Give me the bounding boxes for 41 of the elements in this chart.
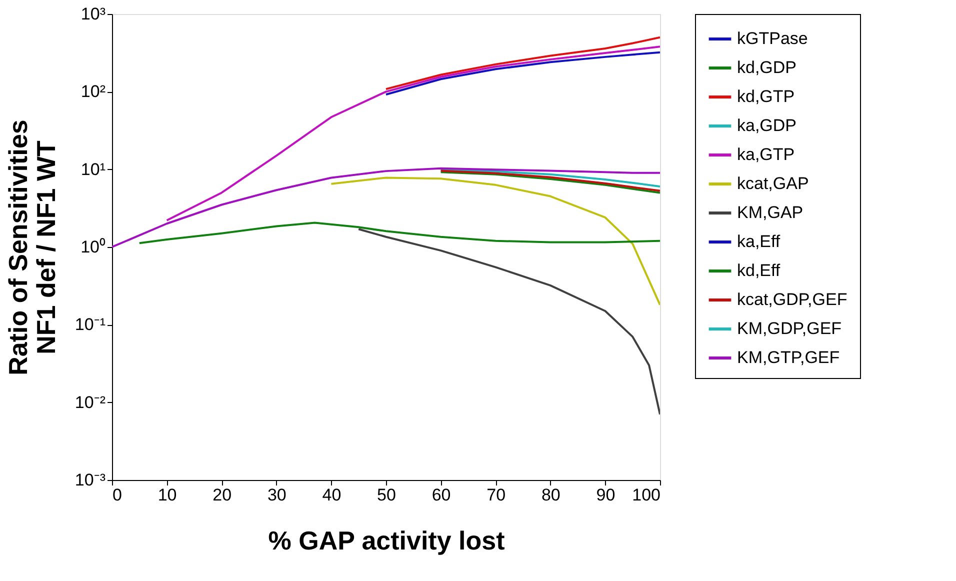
x-tick-label: 0 <box>112 486 122 504</box>
legend-label: kd,GDP <box>737 58 797 77</box>
line-series <box>112 167 660 248</box>
legend-label: kd,Eff <box>737 261 780 280</box>
y-tick-label: 10¹ <box>80 160 106 179</box>
y-tick-label: 10² <box>80 82 106 102</box>
legend-label: KM,GTP,GEF <box>737 348 840 367</box>
legend-label: ka,Eff <box>737 232 780 251</box>
x-tick-label: 20 <box>212 486 232 504</box>
text: Ratio of Sensitivities <box>2 120 33 376</box>
y-tick-label: 10⁰ <box>80 238 106 256</box>
line-series <box>330 176 660 306</box>
legend-label: kcat,GDP,GEF <box>737 290 848 309</box>
y-tick-label: 10³ <box>80 4 106 24</box>
line-series <box>166 46 660 222</box>
legend-label: kd,GTP <box>737 87 795 106</box>
y-tick-label: 10⁻³ <box>74 470 106 490</box>
x-tick-label: 60 <box>432 486 451 504</box>
line-series <box>385 36 660 90</box>
x-tick-label: 80 <box>541 486 560 504</box>
legend-label: kcat,GAP <box>737 174 809 193</box>
line-series <box>138 222 660 244</box>
line-series <box>358 228 660 416</box>
x-tick-label: 100 <box>632 486 660 504</box>
line-series <box>440 168 660 188</box>
x-tick-label: 90 <box>596 486 616 504</box>
y-tick-label: 10⁻¹ <box>74 315 106 334</box>
legend-label: ka,GTP <box>737 145 795 164</box>
x-tick-label: 30 <box>267 486 286 504</box>
legend-label: ka,GDP <box>737 116 797 135</box>
x-tick-label: 10 <box>158 486 177 504</box>
legend-label: KM,GDP,GEF <box>737 319 842 338</box>
x-axis-title: % GAP activity lost <box>268 526 506 556</box>
x-tick-label: 70 <box>486 486 506 504</box>
text: NF1 def / NF1 WT <box>30 140 61 354</box>
x-tick-label: 50 <box>377 486 396 504</box>
y-tick-label: 10⁻² <box>74 392 106 412</box>
x-tick-label: 40 <box>322 486 342 504</box>
legend-label: KM,GAP <box>737 203 804 222</box>
line-series <box>385 51 660 96</box>
legend-label: kGTPase <box>737 29 808 48</box>
